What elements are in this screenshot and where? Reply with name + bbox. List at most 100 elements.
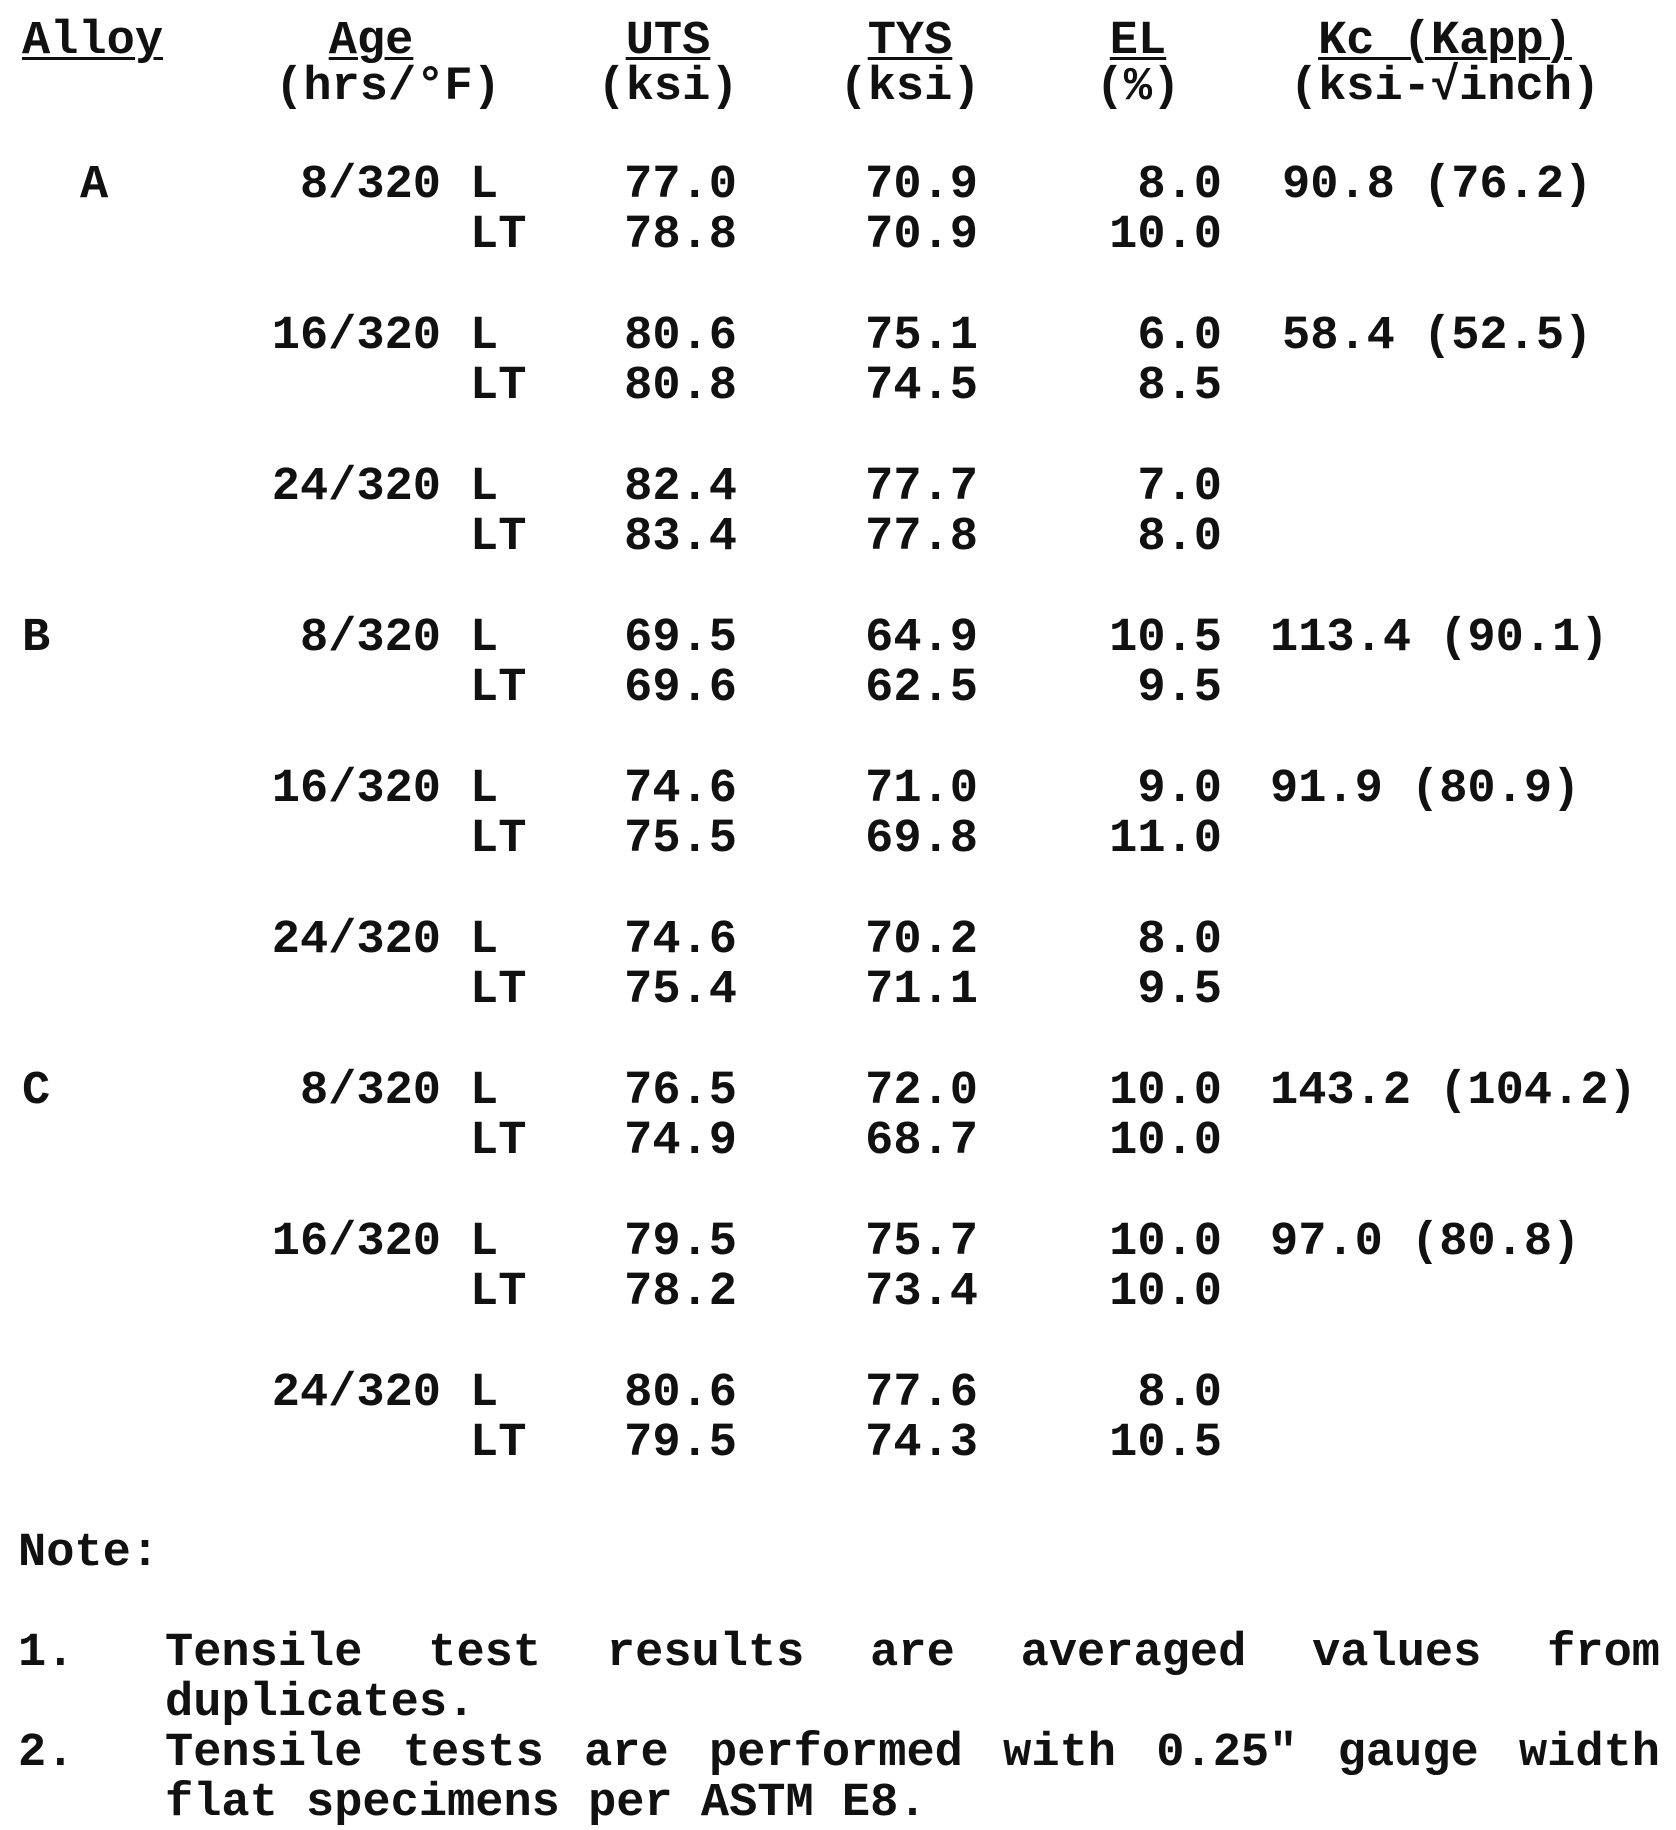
uts-cell: 69.6	[624, 662, 737, 715]
direction-cell: L	[470, 310, 499, 363]
el-cell: 8.0	[1137, 511, 1222, 564]
header-tys: TYS	[867, 15, 953, 68]
uts-cell: 80.6	[624, 310, 737, 363]
direction-cell: LT	[470, 511, 527, 564]
tys-cell: 70.9	[865, 209, 978, 262]
age-value: 8/320	[299, 612, 441, 665]
uts-cell: 80.6	[624, 1367, 737, 1420]
alloy-label: B	[22, 612, 51, 665]
direction-cell: L	[470, 612, 499, 665]
uts-cell: 79.5	[624, 1216, 737, 1269]
alloy-label: C	[22, 1065, 51, 1118]
header-uts-unit: (ksi)	[597, 61, 739, 114]
direction-cell: LT	[470, 209, 527, 262]
header-alloy: Alloy	[22, 15, 164, 68]
direction-cell: L	[470, 1367, 499, 1420]
header-kc-unit: (ksi-√inch)	[1289, 61, 1601, 114]
direction-cell: LT	[470, 1417, 527, 1470]
uts-cell: 69.5	[624, 612, 737, 665]
direction-cell: LT	[470, 662, 527, 715]
uts-cell: 77.0	[624, 159, 737, 212]
note-text-line: Tensile tests are performed with 0.25" g…	[165, 1727, 1660, 1780]
el-cell: 8.0	[1137, 914, 1222, 967]
direction-cell: L	[470, 763, 499, 816]
uts-cell: 75.5	[624, 813, 737, 866]
el-cell: 8.5	[1137, 360, 1222, 413]
direction-cell: LT	[470, 964, 527, 1017]
direction-cell: LT	[470, 360, 527, 413]
el-cell: 6.0	[1137, 310, 1222, 363]
direction-cell: LT	[470, 813, 527, 866]
kc-cell: 58.4 (52.5)	[1282, 310, 1593, 363]
uts-cell: 80.8	[624, 360, 737, 413]
notes-heading: Note:	[18, 1527, 160, 1580]
tys-cell: 71.1	[865, 964, 978, 1017]
tys-cell: 77.6	[865, 1367, 978, 1420]
uts-cell: 78.2	[624, 1266, 737, 1319]
el-cell: 10.0	[1109, 1065, 1222, 1118]
tys-cell: 72.0	[865, 1065, 978, 1118]
uts-cell: 78.8	[624, 209, 737, 262]
uts-cell: 74.6	[624, 763, 737, 816]
uts-cell: 79.5	[624, 1417, 737, 1470]
header-tys-unit: (ksi)	[839, 61, 981, 114]
direction-cell: LT	[470, 1266, 527, 1319]
el-cell: 10.0	[1109, 1216, 1222, 1269]
tys-cell: 74.3	[865, 1417, 978, 1470]
uts-cell: 75.4	[624, 964, 737, 1017]
header-uts: UTS	[625, 15, 711, 68]
age-value: 24/320	[271, 1367, 441, 1420]
el-cell: 9.5	[1137, 662, 1222, 715]
direction-cell: LT	[470, 1115, 527, 1168]
direction-cell: L	[470, 1216, 499, 1269]
tys-cell: 74.5	[865, 360, 978, 413]
age-value: 8/320	[299, 1065, 441, 1118]
kc-cell: 90.8 (76.2)	[1282, 159, 1593, 212]
tys-cell: 75.1	[865, 310, 978, 363]
tys-cell: 77.7	[865, 461, 978, 514]
el-cell: 10.0	[1109, 1266, 1222, 1319]
header-age-unit: (hrs/°F)	[275, 61, 501, 114]
kc-cell: 113.4 (90.1)	[1270, 612, 1609, 665]
document-page: Alloy Age (hrs/°F) UTS (ksi) TYS (ksi) E…	[18, 15, 1660, 1827]
tys-cell: 68.7	[865, 1115, 978, 1168]
el-cell: 10.5	[1109, 1417, 1222, 1470]
age-value: 16/320	[271, 310, 441, 363]
el-cell: 9.5	[1137, 964, 1222, 1017]
uts-cell: 83.4	[624, 511, 737, 564]
kc-cell: 91.9 (80.9)	[1270, 763, 1581, 816]
el-cell: 10.5	[1109, 612, 1222, 665]
note-number: 1.	[18, 1627, 75, 1680]
header-kc: Kc (Kapp)	[1318, 15, 1572, 68]
age-value: 24/320	[271, 461, 441, 514]
direction-cell: L	[470, 1065, 499, 1118]
uts-cell: 74.6	[624, 914, 737, 967]
el-cell: 11.0	[1109, 813, 1222, 866]
uts-cell: 82.4	[624, 461, 737, 514]
direction-cell: L	[470, 159, 499, 212]
direction-cell: L	[470, 461, 499, 514]
tys-cell: 75.7	[865, 1216, 978, 1269]
note-text-line: duplicates.	[165, 1677, 476, 1730]
direction-cell: L	[470, 914, 499, 967]
alloy-label: A	[80, 159, 109, 212]
header-el: EL	[1109, 15, 1167, 68]
note-text-line: Tensile test results are averaged values…	[165, 1627, 1660, 1680]
tys-cell: 73.4	[865, 1266, 978, 1319]
kc-cell: 143.2 (104.2)	[1270, 1065, 1637, 1118]
tys-cell: 69.8	[865, 813, 978, 866]
tys-cell: 77.8	[865, 511, 978, 564]
el-cell: 10.0	[1109, 209, 1222, 262]
note-text-line: flat specimens per ASTM E8.	[165, 1777, 927, 1830]
age-value: 24/320	[271, 914, 441, 967]
age-value: 16/320	[271, 763, 441, 816]
el-cell: 7.0	[1137, 461, 1222, 514]
tys-cell: 70.9	[865, 159, 978, 212]
el-cell: 8.0	[1137, 1367, 1222, 1420]
tys-cell: 64.9	[865, 612, 978, 665]
tys-cell: 62.5	[865, 662, 978, 715]
el-cell: 10.0	[1109, 1115, 1222, 1168]
tys-cell: 70.2	[865, 914, 978, 967]
kc-cell: 97.0 (80.8)	[1270, 1216, 1581, 1269]
header-el-unit: (%)	[1095, 61, 1181, 114]
